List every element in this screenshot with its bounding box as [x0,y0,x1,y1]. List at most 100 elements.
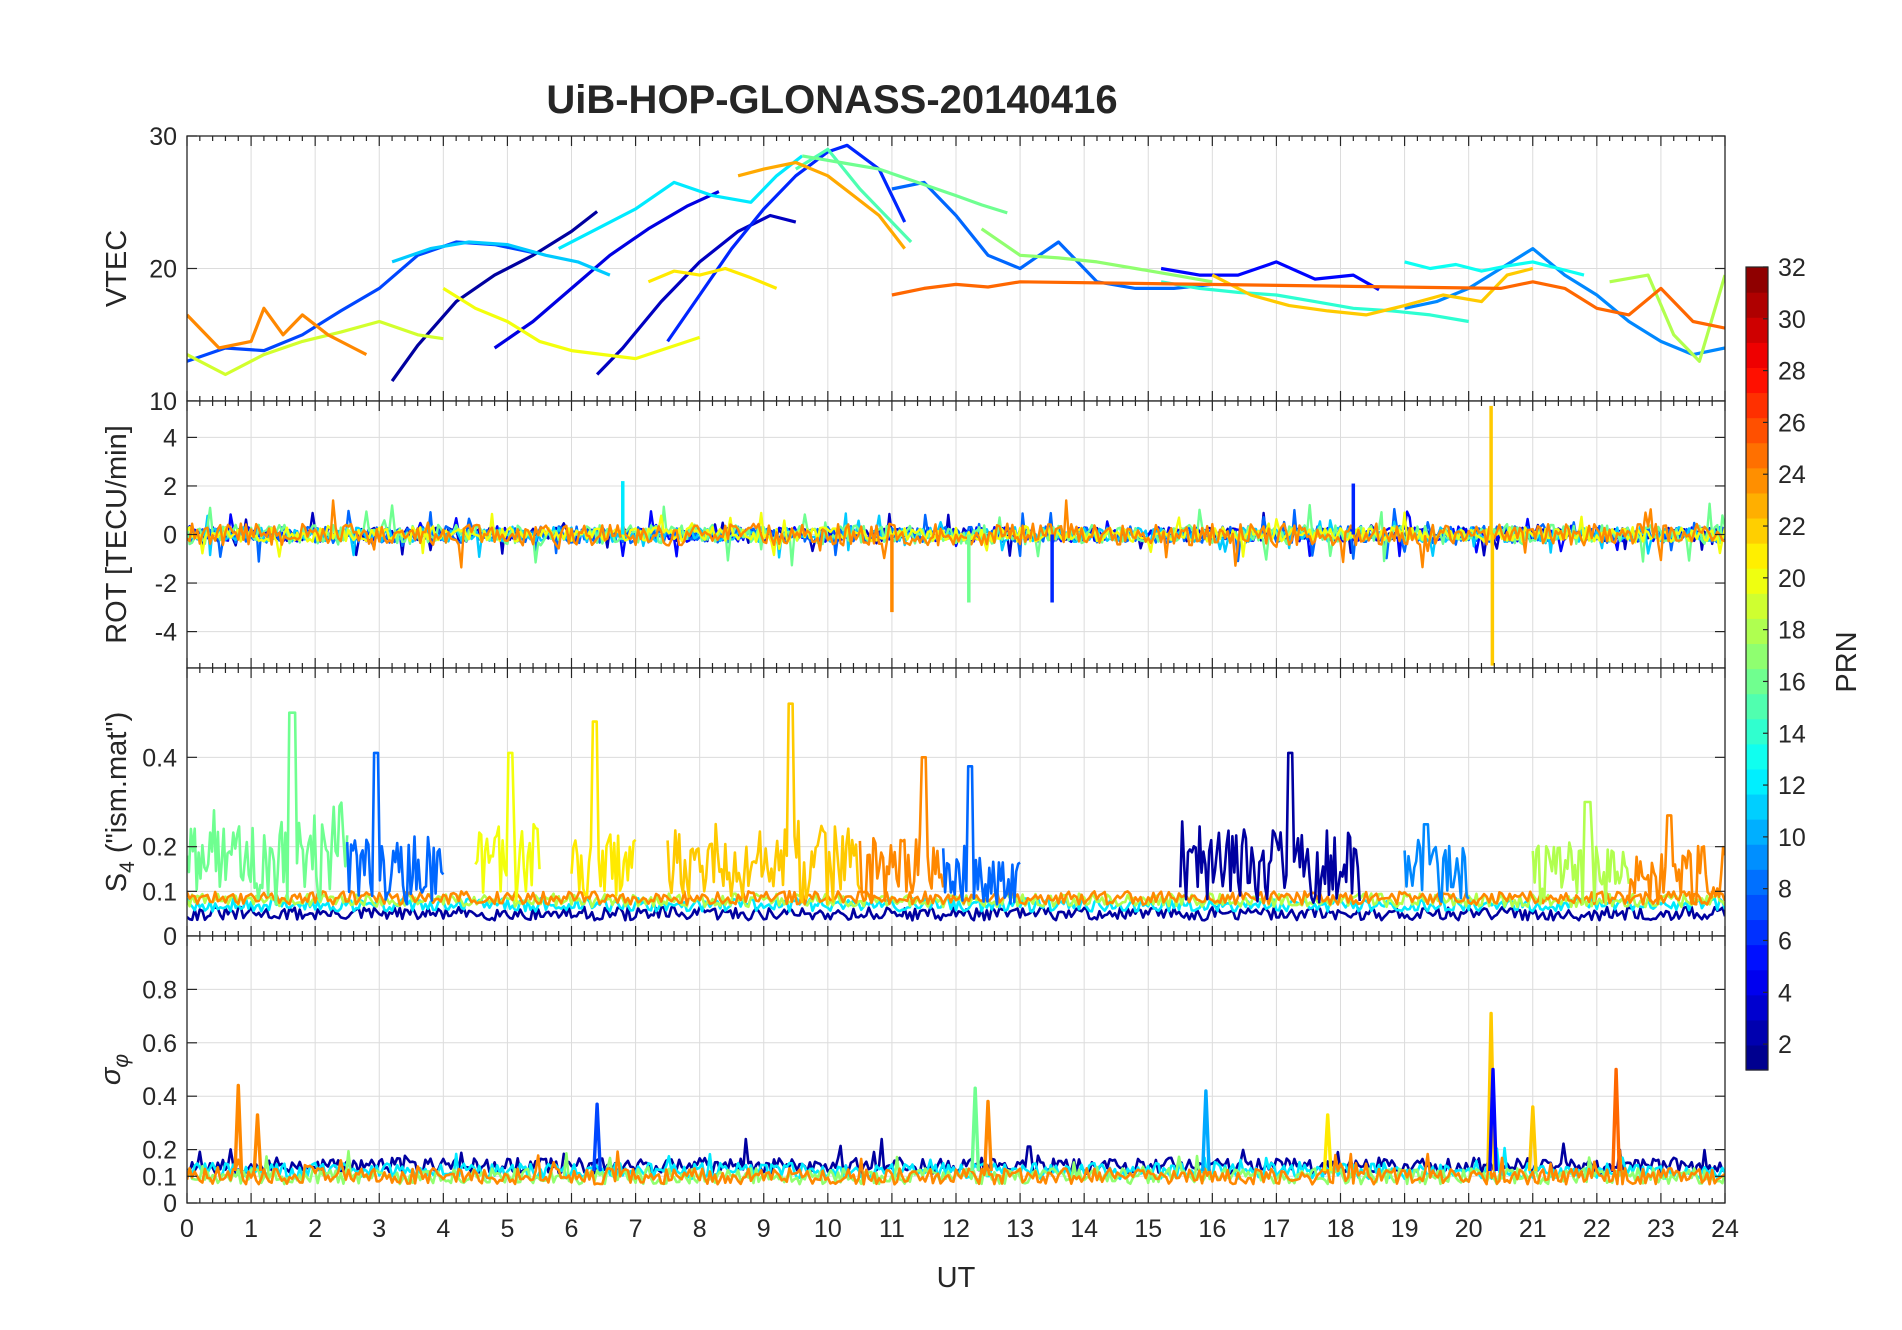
sigma-spike-prn-25 [1611,1067,1621,1172]
xtick-label: 3 [372,1215,386,1243]
series-prn-24 [187,306,368,357]
s4-baseline-prn-18 [187,892,1725,909]
xtick-label: 23 [1647,1215,1675,1243]
colorbar-level [1746,367,1768,394]
xtick-label: 16 [1198,1215,1226,1243]
series-prn-17 [980,227,1213,284]
series-prn-18 [1609,273,1725,363]
xtick-label: 18 [1327,1215,1355,1243]
xtick-label: 5 [500,1215,514,1243]
xtick-label: 2 [308,1215,322,1243]
rot-ytick-label: -2 [155,570,177,598]
series-prn-14 [1160,280,1469,324]
colorbar-frame [1745,266,1769,1071]
colorbar-level [1746,392,1768,419]
rot-x-tickmarks [186,401,1726,668]
s4-activity-prn-8 [941,764,1021,906]
sigma-spike-prn-16 [970,1086,981,1172]
s4-activity-prn-2 [1179,751,1361,905]
vtec-y-axis-label: VTEC [101,230,133,307]
sigma_phi-y-axis-label: σφ [95,1054,133,1086]
colorbar-label: PRN [1831,631,1863,692]
xtick-label: 11 [879,1215,905,1243]
vtec-x-tickmarks [186,136,1726,401]
colorbar-level [1746,994,1768,1021]
colorbar-level [1746,969,1768,996]
vtec-ytick-label: 10 [149,388,177,416]
s4-ytick-label: 0.4 [142,744,177,772]
series-prn-20 [442,287,701,361]
xtick-label: 6 [565,1215,579,1243]
sigma-spike-prn-10 [1201,1089,1211,1172]
s4-activity-prn-8 [345,751,445,906]
colorbar-tick-label: 24 [1778,461,1806,489]
xtick-label: 21 [1519,1215,1547,1243]
colorbar-level [1746,467,1768,494]
sigma_phi-ytick-label: 0 [163,1190,177,1218]
colorbar-level [1746,342,1768,368]
series-prn-6 [666,143,907,343]
vtec-ytick-label: 30 [149,123,177,151]
xtick-label: 14 [1070,1215,1098,1243]
colorbar-level [1746,267,1768,293]
vtec-data [187,143,1725,383]
colorbar-level [1746,292,1768,318]
colorbar-tick-label: 2 [1778,1031,1792,1059]
ylabel-rest: ("ism.mat") [101,712,133,861]
colorbar-tick-label: 18 [1778,617,1806,645]
series-prn-12 [557,154,804,251]
x-axis-label: UT [937,1262,976,1294]
ylabel-sub: 4 [116,861,139,873]
sigma-spike-prn-5 [1488,1067,1498,1172]
xtick-label: 7 [629,1215,643,1243]
s4-activity-prn-21 [570,720,637,897]
s4-activity-prn-18 [1531,800,1631,906]
xtick-label: 10 [814,1215,842,1243]
colorbar-level [1746,844,1768,870]
colorbar-level [1746,1044,1768,1071]
s4-activity-prn-24 [1627,814,1725,906]
series-prn-5 [1160,260,1380,292]
series-prn-16 [801,154,1008,215]
panel-s4: 00.10.20.4S4 ("ism.mat") [101,667,1726,951]
sigma-baseline-prn-24 [187,1149,1725,1186]
ylabel-sub: φ [110,1054,133,1068]
sigma-spike-prn-22 [1527,1105,1538,1172]
colorbar-level [1746,417,1768,444]
xtick-label: 8 [693,1215,707,1243]
colorbar-level [1746,593,1768,619]
vtec-ytick-label: 20 [149,256,177,284]
s4-activity-prn-22 [666,702,862,906]
s4-x-tickmarks [186,668,1726,936]
colorbar-tick-label: 22 [1778,513,1806,541]
series-prn-9 [1404,247,1725,357]
colorbar-tick-label: 32 [1778,254,1806,282]
sigma-spike-prn-24 [252,1113,263,1172]
rot-ytick-label: -4 [155,619,177,647]
s4-ytick-label: 0 [163,923,177,951]
xtick-label: 13 [1006,1215,1034,1243]
colorbar-level [1746,919,1768,946]
sigma-spike-prn-24 [233,1083,244,1172]
colorbar-level [1746,894,1768,921]
colorbar-level [1746,793,1768,820]
series-prn-4 [493,190,720,350]
sigma_phi-y-tickmarks [187,988,1725,1204]
colorbar-level [1746,568,1768,594]
xtick-label: 17 [1263,1215,1291,1243]
rot-y-tickmarks [187,436,1725,633]
xtick-label: 24 [1711,1215,1739,1243]
series-prn-3 [595,213,797,376]
rot-ytick-label: 2 [163,473,177,501]
colorbar-tick-label: 20 [1778,565,1806,593]
colorbar-level [1746,1019,1768,1046]
panel-rot: -4 -2 0 2 4 ROT [TECU/min] [101,400,1726,669]
rot-y-axis-label: ROT [TECU/min] [101,425,133,644]
s4-y-axis-label: S4 ("ism.mat") [101,712,139,893]
series-prn-25 [891,280,1725,330]
sigma-spike-prn-7 [592,1102,602,1172]
sigma_phi-ytick-label: 0.4 [142,1083,177,1111]
rot-data [187,405,1725,666]
